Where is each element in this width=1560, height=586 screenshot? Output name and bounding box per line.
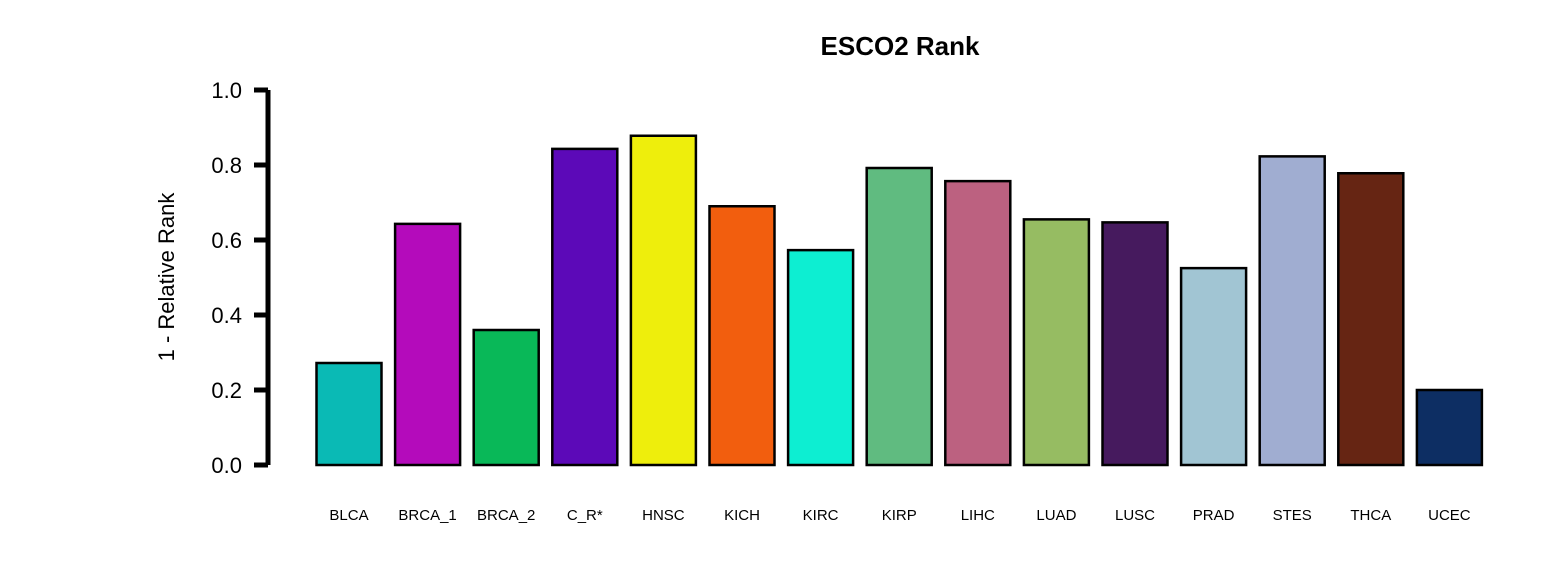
- bar-luad: [1022, 218, 1091, 467]
- x-tick-label: BRCA_2: [477, 507, 535, 524]
- x-tick-label: LIHC: [961, 507, 995, 524]
- x-tick-label: THCA: [1350, 507, 1391, 524]
- x-tick-label: C_R*: [567, 507, 603, 524]
- x-tick-label: BLCA: [329, 507, 368, 524]
- x-tick-label: HNSC: [642, 507, 685, 524]
- bar-lihc: [944, 179, 1012, 467]
- y-tick-label: 0.2: [211, 378, 242, 403]
- x-tick-label: KIRP: [882, 507, 917, 524]
- x-tick-label: LUSC: [1115, 507, 1155, 524]
- bar-kich: [708, 205, 776, 467]
- x-tick-labels: BLCA BRCA_1 BRCA_2 C_R* HNSC KICH KIRC KIRP LIHC…: [329, 507, 1470, 524]
- bar-brca-2: [472, 328, 540, 467]
- x-tick-label: KICH: [724, 507, 760, 524]
- x-tick-label: PRAD: [1193, 507, 1235, 524]
- bar-lusc: [1101, 221, 1169, 467]
- chart-title: ESCO2 Rank: [821, 31, 980, 61]
- x-tick-label: LUAD: [1036, 507, 1076, 524]
- x-tick-label: UCEC: [1428, 507, 1471, 524]
- x-tick-label: STES: [1273, 507, 1312, 524]
- bar-c-r: [551, 147, 619, 467]
- bar-hnsc: [629, 134, 698, 467]
- y-tick-label: 0.4: [211, 303, 242, 328]
- bar-prad: [1179, 266, 1248, 467]
- bars: [315, 134, 1484, 467]
- x-tick-label: KIRC: [803, 507, 839, 524]
- bar-blca: [315, 361, 383, 467]
- bar-thca: [1337, 172, 1405, 467]
- bar-brca-1: [393, 222, 462, 467]
- y-tick-label: 0.0: [211, 453, 242, 478]
- bar-stes: [1258, 155, 1326, 467]
- y-tick-label: 0.8: [211, 153, 242, 178]
- bar-ucec: [1415, 388, 1484, 467]
- x-tick-label: BRCA_1: [398, 507, 456, 524]
- bar-kirc: [786, 248, 855, 467]
- y-tick-label: 0.6: [211, 228, 242, 253]
- y-axis: 0.0 0.2 0.4 0.6 0.8 1.0: [211, 78, 271, 478]
- bar-kirp: [865, 166, 933, 467]
- y-axis-label: 1 - Relative Rank: [154, 192, 179, 362]
- y-tick-label: 1.0: [211, 78, 242, 103]
